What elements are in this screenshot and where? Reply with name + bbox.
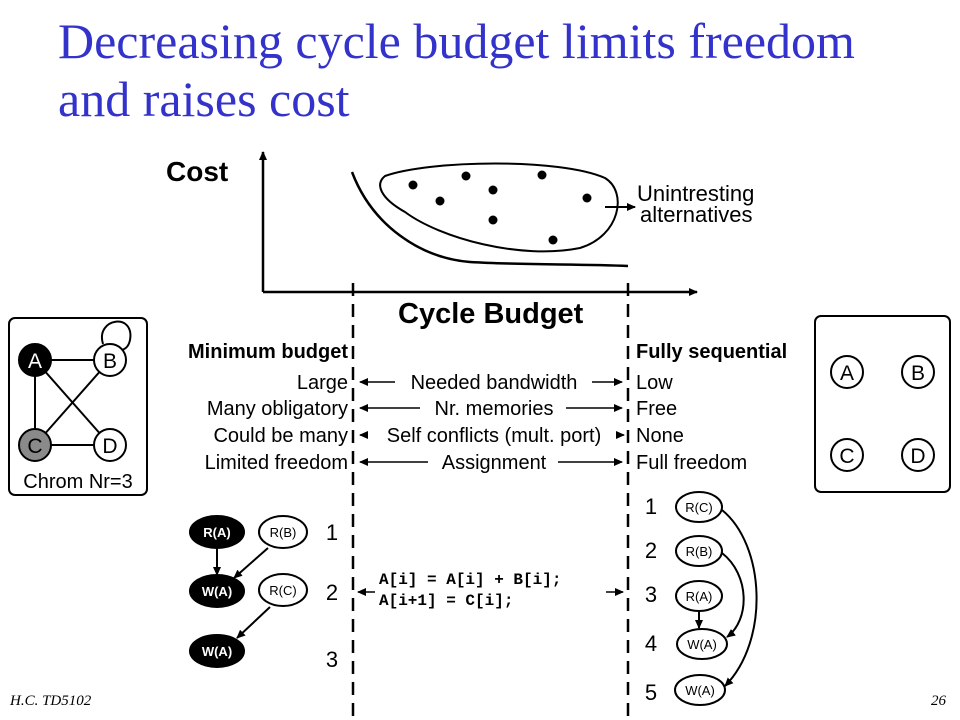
left-step-1: 1 [326, 520, 338, 545]
row-1-right: Low [636, 372, 673, 394]
design-points [408, 170, 592, 245]
title-line-2: and raises cost [58, 71, 350, 127]
slide-title: Decreasing cycle budget limits freedom a… [58, 12, 948, 128]
node-d-label: D [102, 435, 117, 458]
edge-rb-wa-1 [721, 552, 745, 638]
right-node-wa-1 [676, 628, 728, 660]
row-3-left: Could be many [213, 425, 348, 447]
conflict-graph: A B C D Chrom Nr=3 [8, 317, 148, 496]
right-node-wa-2-label: W(A) [685, 683, 715, 698]
right-node-ra-label: R(A) [686, 589, 713, 604]
design-point [548, 235, 558, 245]
row-4-middle: Assignment [442, 452, 547, 474]
code-line-1: A[i] = A[i] + B[i]; [379, 571, 561, 589]
right-schedule: 1 2 3 4 5 R(C) R(B) R(A) W(A) W(A) [645, 491, 758, 706]
left-node-rb [258, 515, 308, 549]
comparison-table: Minimum budget Fully sequential Large Ne… [188, 341, 787, 474]
right-step-2: 2 [645, 538, 657, 563]
right-node-rb [675, 535, 723, 567]
alternatives-cluster [379, 162, 619, 253]
right-node-ra [675, 580, 723, 612]
right-step-1: 1 [645, 494, 657, 519]
node-a-label: A [28, 350, 42, 373]
seq-node-c-label: C [839, 445, 854, 468]
chromatic-number-label: Chrom Nr=3 [23, 471, 132, 493]
left-node-ra-label: R(A) [203, 525, 230, 540]
left-node-rb-label: R(B) [270, 525, 297, 540]
left-schedule: 1 2 3 R(A) R(B) W(A) R(C) W(A) [189, 515, 338, 672]
left-node-wa-1 [189, 574, 245, 608]
edge-b-c [34, 359, 111, 446]
node-d [93, 428, 127, 462]
edge-rb-wa [233, 547, 269, 579]
design-point [488, 185, 498, 195]
row-2-left: Many obligatory [207, 398, 348, 420]
row-2-right: Free [636, 398, 677, 420]
left-node-wa-2-label: W(A) [202, 644, 232, 659]
code-line-2: A[i+1] = C[i]; [379, 592, 513, 610]
left-node-wa-2 [189, 634, 245, 668]
design-point [537, 170, 547, 180]
row-1-middle: Needed bandwidth [411, 372, 578, 394]
seq-node-d-label: D [910, 445, 925, 468]
pareto-curve [350, 171, 629, 268]
seq-node-a-label: A [840, 362, 854, 385]
design-point [408, 180, 418, 190]
footer-page-number: 26 [931, 693, 946, 709]
left-node-rc [258, 573, 308, 607]
right-step-3: 3 [645, 582, 657, 607]
title-line-1: Decreasing cycle budget limits freedom [58, 13, 855, 69]
cluster-label-2: alternatives [640, 202, 753, 227]
row-1-left: Large [297, 372, 348, 394]
left-node-wa-1-label: W(A) [202, 584, 232, 599]
sequential-graph: A B C D [814, 315, 951, 493]
node-a [18, 343, 52, 377]
x-axis-label: Cycle Budget [398, 298, 584, 330]
right-step-5: 5 [645, 680, 657, 705]
left-header: Minimum budget [188, 341, 348, 363]
left-node-rc-label: R(C) [269, 583, 296, 598]
row-2-middle: Nr. memories [435, 398, 554, 420]
right-node-rc [675, 491, 723, 523]
seq-node-b-label: B [911, 362, 925, 385]
right-node-rb-label: R(B) [686, 544, 713, 559]
design-point [488, 215, 498, 225]
node-c [18, 428, 52, 462]
node-b-label: B [103, 350, 117, 373]
left-step-2: 2 [326, 580, 338, 605]
footer-course: H.C. TD5102 [10, 693, 92, 709]
right-step-4: 4 [645, 631, 657, 656]
node-b [93, 343, 127, 377]
row-3-middle: Self conflicts (mult. port) [387, 425, 602, 447]
left-step-3: 3 [326, 647, 338, 672]
seq-node-a [830, 355, 864, 389]
right-header: Fully sequential [636, 341, 787, 363]
right-node-rc-label: R(C) [685, 500, 712, 515]
design-point [582, 193, 592, 203]
seq-node-c [830, 438, 864, 472]
design-point [435, 196, 445, 206]
y-axis-label: Cost [166, 156, 228, 187]
code-snippet: A[i] = A[i] + B[i]; A[i+1] = C[i]; [357, 571, 624, 610]
seq-node-b [901, 355, 935, 389]
right-node-wa-1-label: W(A) [687, 637, 717, 652]
seq-node-d [901, 438, 935, 472]
row-4-right: Full freedom [636, 452, 747, 474]
design-point [461, 171, 471, 181]
edge-rc-wa-2 [721, 509, 758, 687]
left-node-ra [189, 515, 245, 549]
edge-rc-wa [236, 606, 271, 639]
cost-plot: Cost Cycle Budget Unintresting alternati… [166, 151, 754, 330]
node-c-label: C [27, 435, 42, 458]
row-4-left: Limited freedom [205, 452, 348, 474]
cluster-label-1: Unintresting [637, 181, 754, 206]
right-node-wa-2 [674, 674, 726, 706]
row-3-right: None [636, 425, 684, 447]
